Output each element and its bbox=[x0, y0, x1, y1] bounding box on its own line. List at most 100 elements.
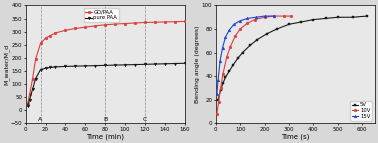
GO/PAA bbox=[73, 28, 77, 29]
Line: 5V: 5V bbox=[217, 15, 369, 101]
5V bbox=[287, 23, 291, 25]
5V bbox=[365, 15, 369, 17]
5V bbox=[240, 52, 245, 53]
GO/PAA bbox=[172, 21, 177, 23]
pure PAA bbox=[152, 63, 157, 65]
15V bbox=[238, 20, 242, 22]
15V bbox=[223, 36, 228, 38]
GO/PAA bbox=[63, 29, 68, 31]
5V bbox=[235, 58, 240, 59]
5V bbox=[255, 39, 259, 40]
pure PAA bbox=[48, 67, 53, 68]
pure PAA bbox=[182, 62, 187, 64]
5V bbox=[218, 89, 223, 91]
pure PAA bbox=[172, 63, 177, 64]
GO/PAA bbox=[43, 37, 48, 39]
Legend: 5V, 10V, 15V: 5V, 10V, 15V bbox=[350, 101, 372, 121]
pure PAA bbox=[30, 88, 35, 90]
10V bbox=[245, 22, 250, 24]
GO/PAA bbox=[38, 42, 43, 44]
GO/PAA bbox=[48, 35, 53, 36]
Text: C: C bbox=[143, 117, 147, 122]
pure PAA bbox=[25, 105, 30, 107]
5V bbox=[350, 16, 355, 18]
Legend: GO/PAA, pure PAA: GO/PAA, pure PAA bbox=[84, 8, 119, 22]
GO/PAA bbox=[93, 25, 98, 27]
GO/PAA bbox=[143, 22, 147, 23]
pure PAA bbox=[163, 63, 167, 65]
10V bbox=[238, 28, 242, 30]
15V bbox=[262, 15, 267, 17]
GO/PAA bbox=[33, 58, 38, 60]
Line: 15V: 15V bbox=[215, 15, 276, 95]
pure PAA bbox=[38, 69, 43, 70]
10V bbox=[233, 35, 237, 37]
15V bbox=[254, 16, 258, 18]
GO/PAA bbox=[152, 21, 157, 23]
pure PAA bbox=[63, 65, 68, 67]
pure PAA bbox=[33, 78, 38, 80]
Line: GO/PAA: GO/PAA bbox=[26, 20, 186, 105]
15V bbox=[245, 18, 250, 19]
pure PAA bbox=[113, 64, 117, 66]
GO/PAA bbox=[103, 24, 107, 26]
5V bbox=[227, 70, 231, 72]
5V bbox=[265, 33, 269, 35]
Line: 10V: 10V bbox=[215, 15, 293, 115]
10V bbox=[282, 15, 287, 17]
Text: A: A bbox=[39, 117, 43, 122]
X-axis label: Time (s): Time (s) bbox=[281, 133, 309, 140]
pure PAA bbox=[93, 65, 98, 66]
GO/PAA bbox=[123, 23, 127, 24]
pure PAA bbox=[27, 99, 32, 101]
pure PAA bbox=[123, 64, 127, 66]
10V bbox=[253, 19, 257, 20]
15V bbox=[232, 23, 236, 25]
10V bbox=[272, 15, 277, 17]
10V bbox=[228, 46, 232, 47]
10V bbox=[215, 113, 219, 115]
Y-axis label: M_water/M_d: M_water/M_d bbox=[3, 44, 9, 85]
pure PAA bbox=[143, 63, 147, 65]
GO/PAA bbox=[163, 21, 167, 23]
GO/PAA bbox=[27, 94, 32, 95]
10V bbox=[262, 16, 267, 18]
pure PAA bbox=[43, 67, 48, 69]
pure PAA bbox=[103, 64, 107, 66]
pure PAA bbox=[73, 65, 77, 67]
pure PAA bbox=[133, 64, 137, 65]
GO/PAA bbox=[30, 78, 35, 80]
pure PAA bbox=[83, 65, 87, 67]
GO/PAA bbox=[113, 23, 117, 25]
GO/PAA bbox=[53, 32, 58, 34]
5V bbox=[248, 45, 252, 46]
10V bbox=[221, 73, 225, 75]
15V bbox=[215, 93, 219, 95]
5V bbox=[221, 82, 225, 84]
10V bbox=[225, 56, 229, 58]
5V bbox=[324, 18, 328, 19]
15V bbox=[220, 47, 225, 49]
15V bbox=[227, 29, 231, 31]
15V bbox=[272, 15, 277, 17]
5V bbox=[274, 28, 279, 30]
5V bbox=[336, 16, 340, 18]
5V bbox=[311, 19, 316, 20]
Text: B: B bbox=[103, 117, 107, 122]
10V bbox=[289, 15, 294, 17]
Line: pure PAA: pure PAA bbox=[26, 62, 186, 108]
10V bbox=[216, 101, 221, 103]
GO/PAA bbox=[133, 22, 137, 24]
GO/PAA bbox=[83, 26, 87, 28]
GO/PAA bbox=[182, 21, 187, 22]
15V bbox=[218, 60, 222, 62]
15V bbox=[216, 79, 220, 81]
pure PAA bbox=[53, 66, 58, 68]
5V bbox=[223, 76, 228, 78]
GO/PAA bbox=[25, 103, 30, 104]
Y-axis label: Bending angle (degrees): Bending angle (degrees) bbox=[195, 26, 200, 103]
5V bbox=[299, 21, 304, 23]
X-axis label: Time (min): Time (min) bbox=[86, 133, 124, 140]
10V bbox=[218, 87, 223, 89]
5V bbox=[216, 99, 220, 101]
